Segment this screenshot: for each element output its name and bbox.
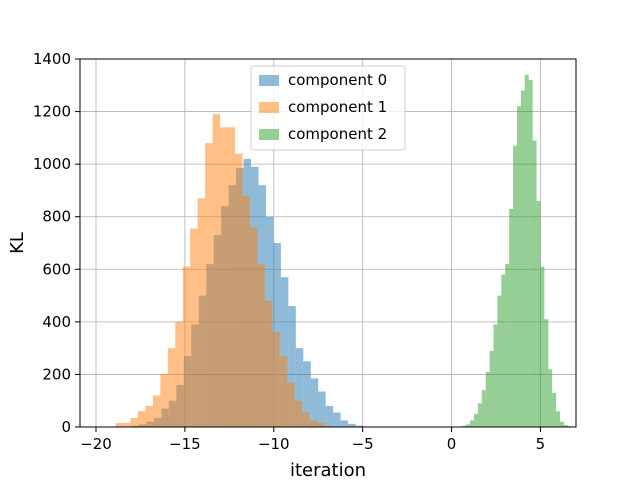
histogram-bar <box>295 348 304 427</box>
histogram-bar <box>130 417 138 427</box>
x-tick-label: −5 <box>352 435 374 453</box>
histogram-bar <box>563 424 568 427</box>
y-tick-label: 200 <box>42 365 71 383</box>
histogram-bar <box>242 195 250 427</box>
x-tick-label: −10 <box>258 435 290 453</box>
x-tick-label: −20 <box>80 435 112 453</box>
histogram-bar <box>182 266 191 427</box>
histogram-bar <box>227 127 236 427</box>
series-1 <box>115 114 340 427</box>
histogram-bar <box>556 411 560 427</box>
histogram-bar <box>288 306 296 427</box>
histogram-bar <box>560 421 564 427</box>
histogram-bar <box>115 423 124 427</box>
x-axis-label: iteration <box>290 460 366 480</box>
histogram-bar <box>532 140 537 427</box>
y-tick-label: 400 <box>42 313 71 331</box>
histogram-bar <box>485 371 490 427</box>
histogram-bar <box>355 425 364 427</box>
histogram-bar <box>324 425 333 427</box>
histogram-bar <box>462 425 467 427</box>
histogram-bar <box>501 274 506 427</box>
histogram-bar <box>340 420 349 427</box>
histogram-bar <box>493 324 498 427</box>
histogram-bar <box>145 405 153 427</box>
histogram-bar <box>152 395 161 427</box>
histogram-bar <box>137 411 146 427</box>
histogram-bar <box>544 319 549 427</box>
legend: component 0 component 1 component 2 <box>250 65 406 151</box>
histogram-bar <box>272 332 280 427</box>
histogram-bar <box>249 227 258 427</box>
y-tick-label: 600 <box>42 260 71 278</box>
histogram-bar <box>160 374 168 427</box>
histogram-bar <box>264 300 273 427</box>
histogram-bar <box>303 361 311 427</box>
histogram-bar <box>309 420 318 427</box>
histogram-bar <box>220 127 228 427</box>
legend-swatch <box>259 102 279 113</box>
legend-label: component 0 <box>288 71 387 89</box>
histogram-bar <box>477 403 482 427</box>
histogram-bar <box>287 382 295 427</box>
histogram-bar <box>473 413 478 427</box>
histogram-bar <box>190 228 198 427</box>
histogram-bar <box>516 106 521 428</box>
histogram-bar <box>536 200 541 427</box>
histogram-bar <box>310 378 319 427</box>
histogram-bar <box>279 356 288 427</box>
y-tick-label: 1000 <box>33 155 71 173</box>
histogram-bar <box>175 321 183 427</box>
histogram-bar <box>497 295 502 427</box>
y-tick-label: 1200 <box>33 103 71 121</box>
legend-swatch <box>259 75 279 86</box>
plot-frame <box>79 58 577 428</box>
histogram-bar <box>520 90 525 428</box>
histogram-bar <box>348 423 356 427</box>
x-tick-label: 5 <box>536 435 546 453</box>
y-tick-label: 1400 <box>33 50 71 68</box>
x-tick-label: −15 <box>169 435 201 453</box>
histogram-bar <box>302 412 310 427</box>
histogram-bar <box>325 405 334 427</box>
histogram-bar <box>489 350 494 427</box>
axis-ticks: −20 −15 −10 −5 0 5 0 200 400 600 800 1000 1200 1400 <box>33 50 545 453</box>
histogram-bars <box>115 74 572 428</box>
series-2 <box>462 74 572 428</box>
legend-box <box>250 65 406 151</box>
histogram-bar <box>212 114 221 427</box>
histogram-bar <box>481 390 486 427</box>
histogram-bar <box>513 145 517 427</box>
histogram-bar <box>280 277 289 427</box>
legend-label: component 2 <box>288 125 387 143</box>
y-tick-label: 800 <box>42 208 71 226</box>
legend-swatch <box>259 129 279 140</box>
x-tick-label: 0 <box>447 435 457 453</box>
histogram-bar <box>197 198 206 427</box>
histogram-bar <box>294 400 303 427</box>
histogram-bar <box>528 80 533 428</box>
histogram-bar <box>235 153 243 427</box>
histogram-bar <box>318 391 326 427</box>
histogram-bar <box>505 264 510 427</box>
histogram-bar <box>205 143 213 427</box>
histogram-bar <box>257 264 265 427</box>
y-axis-label: KL <box>7 232 28 254</box>
histogram-bar <box>524 74 529 428</box>
y-tick-label: 0 <box>61 418 71 436</box>
histogram-bar <box>509 208 514 427</box>
histogram-bar <box>333 412 341 427</box>
histogram-bar <box>470 420 474 427</box>
histogram-bar <box>540 266 545 427</box>
histogram-bar <box>123 423 131 427</box>
histogram-bar <box>317 423 325 427</box>
histogram-bar <box>466 424 471 427</box>
legend-label: component 1 <box>288 98 387 116</box>
histogram-bar <box>552 392 557 427</box>
histogram-bar <box>167 348 176 427</box>
histogram-bar <box>548 369 553 427</box>
